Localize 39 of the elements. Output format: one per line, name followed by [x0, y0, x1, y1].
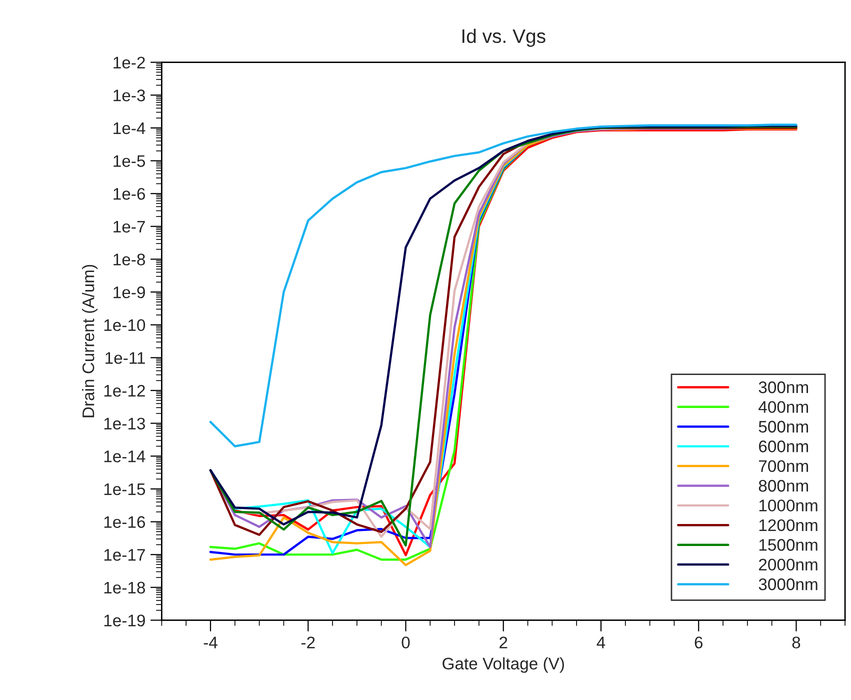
y-tick-label: 1e-9: [114, 286, 145, 298]
legend-label: 1200nm: [759, 519, 818, 532]
y-tick-label: 1e-8: [114, 254, 145, 266]
y-tick-label: 1e-2: [114, 56, 145, 69]
legend-label: 3000nm: [758, 578, 818, 590]
y-tick-label: 1e-19: [104, 614, 145, 626]
legend-label: 2000nm: [758, 558, 818, 571]
y-tick-label: 1e-7: [114, 220, 145, 233]
y-tick-label: 1e-16: [104, 516, 145, 528]
x-tick-label: 8: [792, 636, 800, 648]
y-tick-label: 1e-18: [104, 582, 145, 594]
x-tick-label: -4: [204, 636, 218, 648]
y-tick-label: 1e-3: [114, 90, 145, 102]
chart-title: Id vs. Vgs: [462, 28, 546, 47]
x-tick-label: 6: [694, 636, 703, 648]
legend-label: 500nm: [758, 420, 808, 433]
y-tick-label: 1e-17: [104, 549, 145, 561]
x-tick-label: 0: [402, 636, 410, 648]
legend-label: 1500nm: [759, 539, 818, 551]
y-tick-label: 1e-5: [114, 155, 146, 167]
y-tick-label: 1e-4: [114, 122, 146, 134]
legend-label: 1000nm: [759, 500, 818, 512]
legend-label: 800nm: [758, 480, 808, 492]
legend-label: 600nm: [759, 440, 808, 452]
y-tick-label: 1e-11: [106, 352, 145, 364]
y-tick-label: 1e-10: [104, 319, 146, 332]
y-tick-label: 1e-12: [104, 384, 145, 397]
legend-label: 700nm: [759, 460, 808, 472]
legend-label: 400nm: [758, 401, 808, 413]
x-tick-label: -2: [301, 636, 315, 648]
x-tick-label: 4: [596, 636, 606, 648]
y-tick-label: 1e-6: [114, 188, 145, 200]
y-tick-label: 1e-15: [104, 484, 146, 496]
y-axis-title: Drain Current (A/um): [82, 264, 98, 418]
y-tick-label: 1e-13: [104, 418, 145, 430]
legend-label: 300nm: [758, 381, 808, 394]
y-tick-label: 1e-14: [104, 450, 146, 462]
x-axis-title: Gate Voltage (V): [442, 657, 564, 673]
x-tick-label: 2: [500, 636, 508, 648]
